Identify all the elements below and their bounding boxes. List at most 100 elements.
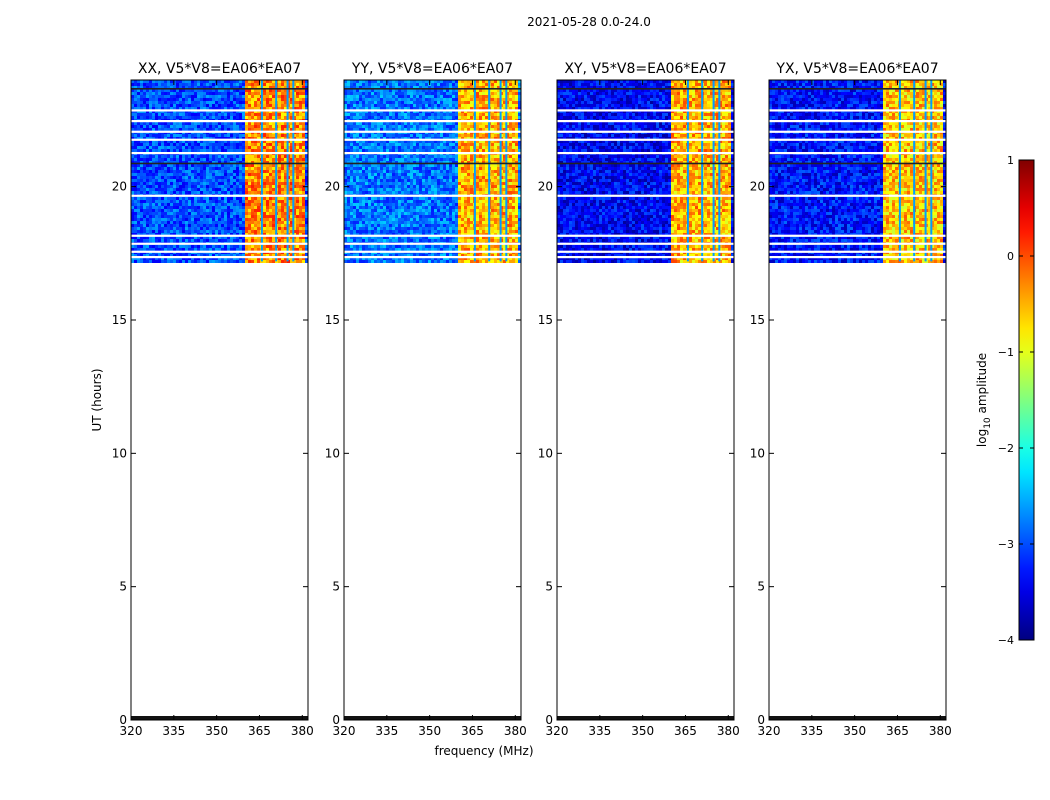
flagged-row	[344, 109, 521, 112]
band-gap-line	[260, 80, 263, 262]
flagged-row	[557, 250, 734, 253]
colorbar-tick-label: −2	[998, 442, 1014, 455]
colorbar-label: log10 amplitude	[975, 353, 993, 447]
flagged-row	[769, 152, 946, 155]
y-tick-label: 5	[545, 580, 553, 594]
x-tick-label: 320	[120, 724, 143, 738]
panel-frame	[768, 79, 947, 721]
x-tick-label: 335	[162, 724, 185, 738]
y-tick-label: 0	[545, 713, 553, 727]
panels: XX, V5*V8=EA06*EA07 320 335 350 365 380 0 5 10 15…	[112, 61, 952, 738]
flagged-row	[769, 250, 946, 253]
dark-row	[131, 88, 308, 90]
colorbar-tick-label: 0	[1007, 250, 1014, 263]
y-tick-label: 5	[757, 580, 765, 594]
x-tick-label: 335	[588, 724, 611, 738]
panel-title: XX, V5*V8=EA06*EA07	[138, 61, 301, 77]
colorbar-tick-label: 1	[1007, 154, 1014, 167]
band-gap-line	[701, 80, 704, 262]
band-gap-line	[686, 80, 689, 262]
y-axis-label: UT (hours)	[90, 368, 104, 431]
x-tick-label: 350	[843, 724, 866, 738]
dark-row	[131, 162, 308, 165]
y-tick-label: 10	[750, 446, 765, 460]
flagged-row	[344, 194, 521, 197]
band-gap-line	[292, 80, 295, 262]
flagged-row	[557, 256, 734, 259]
flagged-row	[131, 109, 308, 112]
heatmap-cells	[769, 80, 946, 720]
figure-title: 2021-05-28 0.0-24.0	[527, 15, 651, 29]
panel-title: YX, V5*V8=EA06*EA07	[775, 61, 938, 77]
band-gap-line	[505, 80, 508, 262]
flagged-row	[344, 152, 521, 155]
x-tick-label: 380	[504, 724, 527, 738]
dark-row	[344, 162, 521, 165]
y-tick-label: 20	[325, 180, 340, 194]
x-tick-label: 320	[758, 724, 781, 738]
x-tick-label: 380	[291, 724, 314, 738]
y-tick-label: 20	[112, 180, 127, 194]
band-gap-line	[275, 80, 278, 262]
y-tick-label: 0	[332, 713, 340, 727]
x-tick-label: 365	[886, 724, 909, 738]
y-tick-label: 0	[119, 713, 127, 727]
panel-4: YX, V5*V8=EA06*EA07 320 335 350 365 380 0 5 10 15…	[750, 61, 952, 738]
flagged-row	[557, 152, 734, 155]
y-tick-label: 5	[332, 580, 340, 594]
flagged-row	[769, 138, 946, 141]
panel-2: YY, V5*V8=EA06*EA07 320 335 350 365 380 0 5 10 15…	[325, 61, 527, 738]
x-tick-label: 320	[546, 724, 569, 738]
band-gap-line	[930, 80, 933, 262]
flagged-row	[131, 152, 308, 155]
band-gap-line	[499, 80, 502, 262]
baseline-band	[557, 716, 734, 720]
panel-1: XX, V5*V8=EA06*EA07 320 335 350 365 380 0 5 10 15…	[112, 61, 314, 738]
band-gap-line	[286, 80, 289, 262]
flagged-row	[131, 194, 308, 197]
baseline-band	[769, 716, 946, 720]
flagged-row	[769, 194, 946, 197]
band-gap-line	[712, 80, 715, 262]
y-tick-label: 20	[538, 180, 553, 194]
x-tick-label: 380	[717, 724, 740, 738]
flagged-row	[557, 194, 734, 197]
dark-row	[557, 88, 734, 90]
x-tick-label: 365	[461, 724, 484, 738]
y-tick-label: 15	[538, 313, 553, 327]
colorbar: 1 0 −1 −2 −3 −4 log10 amplitude	[975, 154, 1035, 647]
flagged-row	[131, 256, 308, 259]
flagged-row	[557, 234, 734, 237]
panel-frame	[556, 79, 735, 721]
flagged-row	[769, 130, 946, 133]
band-gap-line	[718, 80, 721, 262]
panel-title: YY, V5*V8=EA06*EA07	[351, 61, 513, 77]
flagged-row	[131, 130, 308, 133]
flagged-row	[344, 250, 521, 253]
heatmap-cells	[344, 80, 521, 720]
y-tick-label: 15	[325, 313, 340, 327]
colorbar-tick-label: −1	[998, 346, 1014, 359]
x-axis-label: frequency (MHz)	[434, 744, 533, 758]
band-gap-line	[488, 80, 491, 262]
x-tick-label: 335	[800, 724, 823, 738]
band-gap-line	[913, 80, 916, 262]
flagged-row	[344, 242, 521, 245]
x-tick-label: 350	[205, 724, 228, 738]
flagged-row	[769, 109, 946, 112]
flagged-row	[769, 234, 946, 237]
x-tick-label: 380	[929, 724, 952, 738]
y-tick-label: 20	[750, 180, 765, 194]
flagged-row	[557, 109, 734, 112]
y-tick-label: 10	[112, 446, 127, 460]
x-tick-label: 365	[674, 724, 697, 738]
flagged-row	[131, 120, 308, 123]
baseline-band	[131, 716, 308, 720]
y-tick-label: 15	[750, 313, 765, 327]
band-gap-line	[924, 80, 927, 262]
baseline-band	[344, 716, 521, 720]
heatmap-cells	[131, 80, 308, 720]
flagged-row	[344, 120, 521, 123]
colorbar-tick-label: −4	[998, 634, 1014, 647]
flagged-row	[769, 242, 946, 245]
